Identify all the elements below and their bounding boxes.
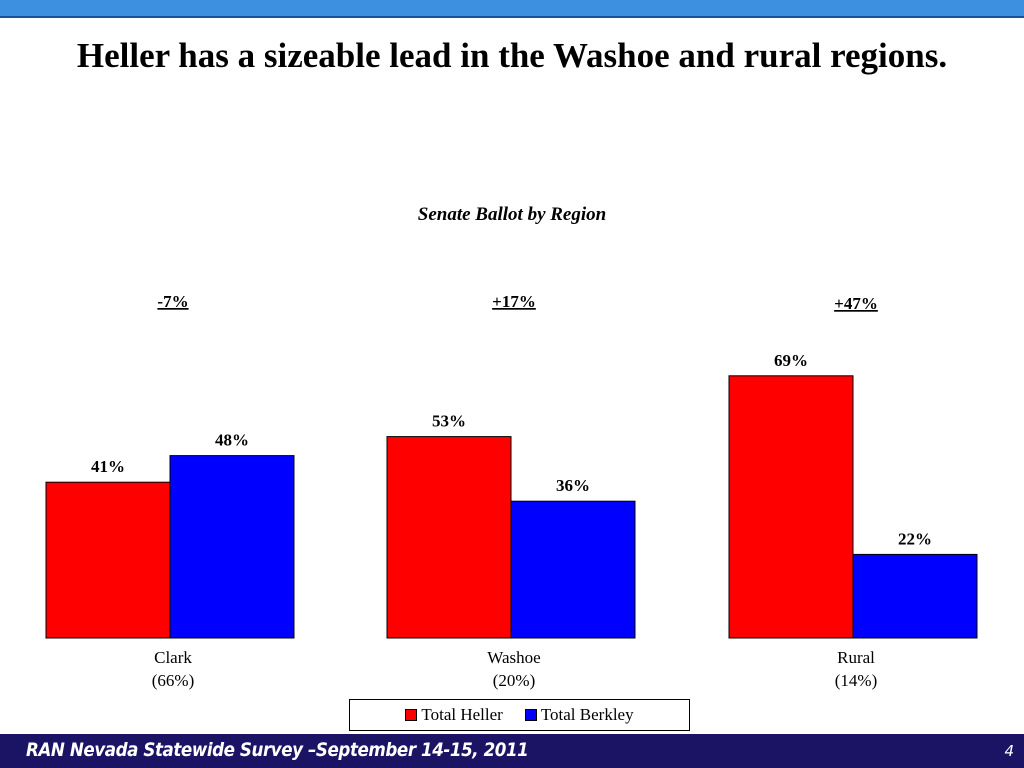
legend-item-heller: Total Heller [405, 705, 503, 725]
chart-title: Senate Ballot by Region [418, 204, 606, 225]
category-share-clark: (66%) [152, 671, 194, 690]
legend-label-heller: Total Heller [421, 705, 503, 724]
difference-label-rural: +47% [834, 294, 878, 313]
category-label-clark: Clark [154, 648, 192, 667]
data-label-clark-1: 48% [215, 431, 249, 450]
legend-label-berkley: Total Berkley [540, 705, 634, 724]
page-number: 4 [1004, 742, 1014, 760]
bar-clark-1 [169, 455, 295, 639]
data-label-rural-0: 69% [774, 351, 808, 370]
legend-item-berkley: Total Berkley [524, 705, 634, 725]
footer-bar: RAN Nevada Statewide Survey –September 1… [0, 734, 1024, 768]
legend-swatch-heller [405, 709, 418, 721]
category-share-rural: (14%) [835, 671, 877, 690]
top-accent-bar [0, 0, 1024, 18]
bar-rural-1 [852, 553, 978, 639]
data-label-washoe-0: 53% [432, 412, 466, 431]
footer-survey-title: RAN Nevada Statewide Survey –September 1… [26, 739, 529, 761]
bar-chart: Senate Ballot by Region 41% 48% -7% Clark (6… [45, 204, 978, 690]
difference-label-washoe: +17% [492, 292, 536, 311]
category-label-rural: Rural [837, 648, 875, 667]
bar-washoe-1 [510, 500, 636, 639]
data-label-clark-0: 41% [91, 457, 125, 476]
data-label-rural-1: 22% [898, 529, 932, 548]
bar-rural-0 [728, 375, 854, 639]
data-label-washoe-1: 36% [556, 476, 590, 495]
slide-title: Heller has a sizeable lead in the Washoe… [76, 36, 948, 75]
category-share-washoe: (20%) [493, 671, 535, 690]
difference-label-clark: -7% [157, 292, 188, 311]
chart-legend: Total Heller Total Berkley [349, 699, 690, 731]
bar-clark-0 [45, 481, 171, 639]
bar-washoe-0 [386, 436, 512, 639]
category-label-washoe: Washoe [487, 648, 540, 667]
legend-swatch-berkley [524, 709, 537, 721]
